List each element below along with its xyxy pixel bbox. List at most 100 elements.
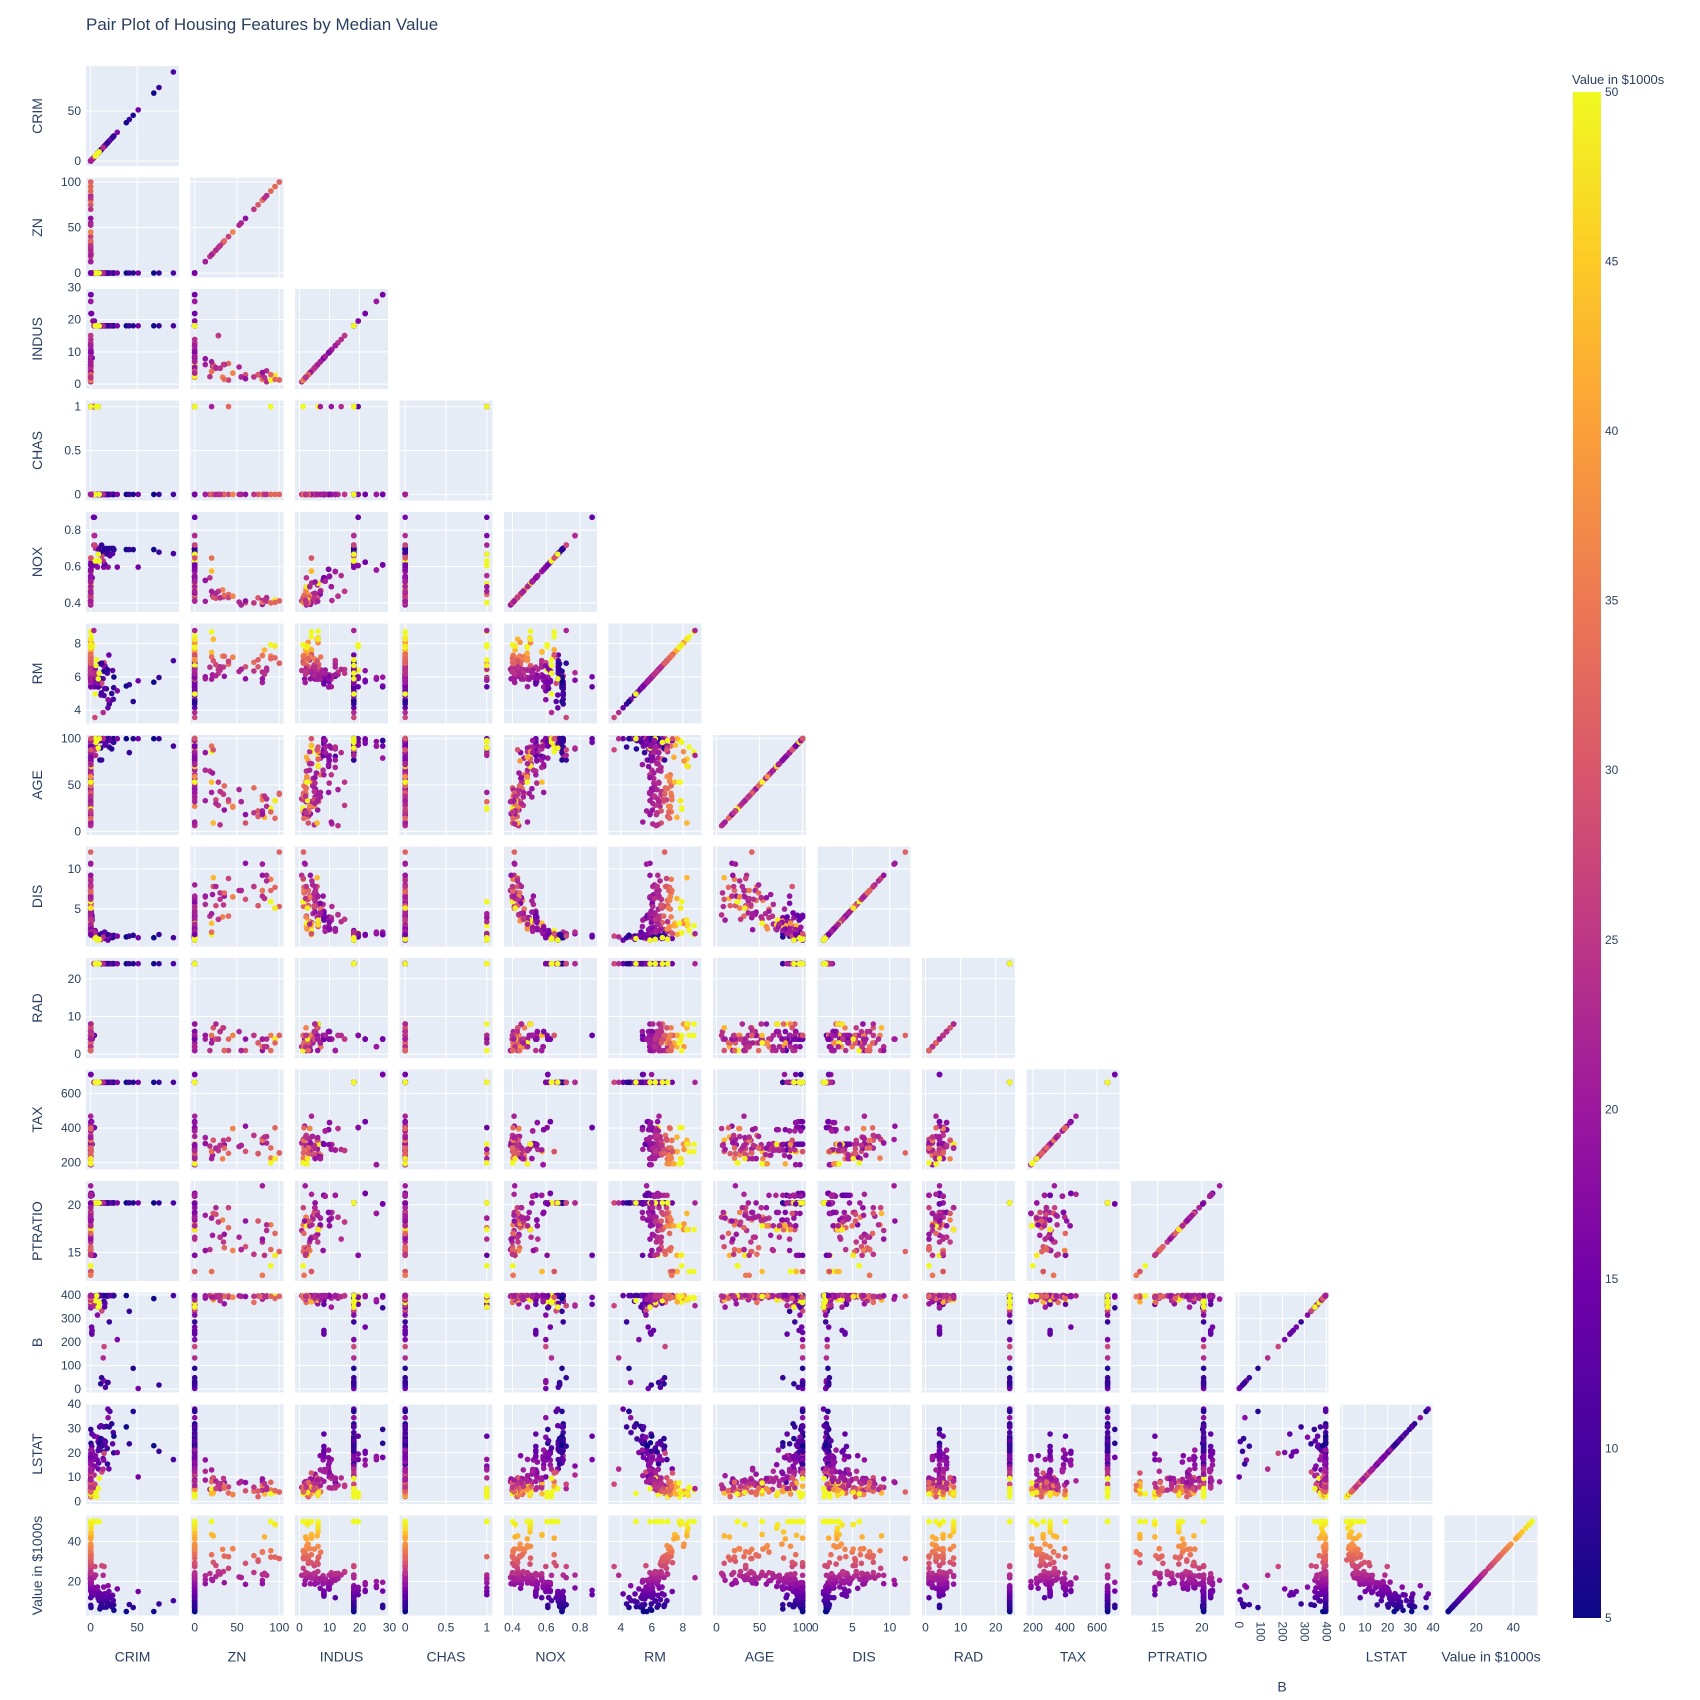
data-point [373,567,380,573]
data-point [259,369,266,376]
data-point [527,636,534,643]
data-point [87,374,94,380]
data-point [332,744,339,750]
data-point [191,491,198,498]
data-point [87,252,94,258]
data-point [311,788,318,795]
data-point [130,735,136,742]
data-point [238,666,244,673]
data-point [88,573,94,579]
data-point [191,370,198,377]
data-point [509,655,516,662]
panel-RM-vs-ZN [190,623,284,724]
data-point [555,692,561,698]
data-point [615,709,622,716]
data-point [135,491,141,498]
data-point [351,676,357,682]
data-point [95,323,102,329]
data-point [548,657,555,663]
data-point [191,819,198,825]
data-point [191,573,198,579]
data-point [563,627,569,634]
data-point [208,629,215,635]
data-point [130,270,136,276]
data-point [92,542,98,548]
data-point [98,757,105,763]
data-point [105,696,111,703]
data-point [242,491,249,498]
data-point [402,714,409,721]
data-point [213,247,219,253]
data-point [362,667,369,674]
data-point [300,660,307,666]
data-point [191,583,198,590]
data-point [230,593,236,599]
data-point [303,374,310,380]
y-tick-label: 0 [74,824,81,838]
data-point [351,403,357,410]
data-point [255,664,261,670]
data-point [303,575,310,581]
data-point [191,644,198,651]
data-point [210,658,217,664]
data-point [191,627,198,634]
data-point [317,588,324,595]
data-point [484,642,490,648]
data-point [317,403,324,410]
data-point [242,375,249,382]
panel-RM-vs-RM [608,623,702,724]
y-tick-label: 50 [68,778,82,792]
data-point [221,653,228,659]
data-point [135,107,141,113]
data-point [326,573,333,579]
data-point [272,815,278,822]
data-point [96,491,102,498]
data-point [314,797,321,804]
data-point [156,735,162,742]
data-point [202,356,209,362]
data-point [88,310,95,317]
data-point [217,822,223,828]
data-point [402,636,409,643]
data-point [87,202,94,208]
data-point [484,572,490,579]
data-point [96,670,102,676]
y-axis-title: ZN [29,218,45,237]
data-point [130,112,136,119]
data-point [151,90,157,96]
data-point [351,652,357,658]
data-point [304,779,310,785]
data-point [633,691,639,697]
data-point [110,133,117,139]
data-point [126,681,133,688]
data-point [307,676,314,682]
data-point [611,714,617,721]
data-point [328,819,335,825]
panel-NOX-vs-ZN [190,512,284,612]
data-point [202,676,209,682]
data-point [191,794,198,800]
data-point [225,403,232,410]
data-point [230,370,236,376]
data-point [259,810,266,817]
data-point [87,215,94,222]
data-point [563,660,569,666]
data-point [402,698,409,705]
data-point [156,84,162,91]
data-point [170,491,177,498]
data-point [332,672,339,678]
data-point [529,578,536,584]
data-point [135,564,141,570]
data-point [276,491,283,498]
panel-RM-vs-INDUS [295,623,388,724]
data-point [208,252,215,258]
data-point [251,491,257,498]
data-point [351,551,357,557]
data-point [191,323,198,329]
data-point [87,342,94,349]
data-point [362,491,369,498]
data-point [87,179,94,185]
data-point [379,737,386,744]
